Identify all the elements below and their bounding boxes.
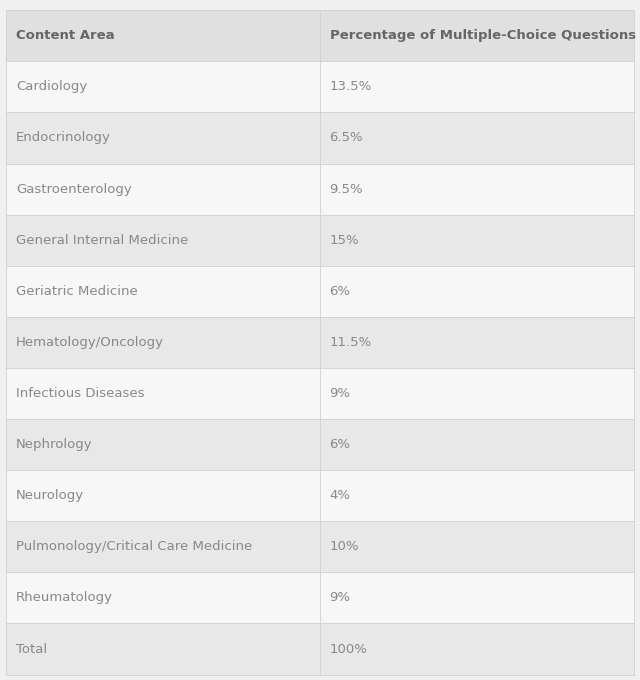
Bar xyxy=(6,624,634,675)
Text: Endocrinology: Endocrinology xyxy=(16,131,111,144)
Text: 4%: 4% xyxy=(330,489,351,503)
Bar xyxy=(6,317,634,368)
Text: Gastroenterology: Gastroenterology xyxy=(16,182,132,196)
Bar xyxy=(6,163,634,215)
Bar xyxy=(6,522,634,573)
Text: Infectious Diseases: Infectious Diseases xyxy=(16,387,145,400)
Text: 9%: 9% xyxy=(330,387,351,400)
Text: Nephrology: Nephrology xyxy=(16,438,93,451)
Text: 9.5%: 9.5% xyxy=(330,182,364,196)
Text: Geriatric Medicine: Geriatric Medicine xyxy=(16,285,138,298)
Text: 15%: 15% xyxy=(330,234,359,247)
Text: 11.5%: 11.5% xyxy=(330,336,372,349)
Text: Neurology: Neurology xyxy=(16,489,84,503)
Bar xyxy=(6,215,634,266)
Text: Hematology/Oncology: Hematology/Oncology xyxy=(16,336,164,349)
Bar xyxy=(6,112,634,163)
Text: Pulmonology/Critical Care Medicine: Pulmonology/Critical Care Medicine xyxy=(16,541,252,554)
Bar xyxy=(6,573,634,624)
Text: Percentage of Multiple-Choice Questions: Percentage of Multiple-Choice Questions xyxy=(330,29,636,42)
Text: 6.5%: 6.5% xyxy=(330,131,364,144)
Bar xyxy=(6,61,634,112)
Text: 6%: 6% xyxy=(330,438,351,451)
Text: 13.5%: 13.5% xyxy=(330,80,372,93)
Text: 9%: 9% xyxy=(330,592,351,605)
Bar xyxy=(6,10,634,61)
Bar xyxy=(6,419,634,470)
Text: 6%: 6% xyxy=(330,285,351,298)
Text: Cardiology: Cardiology xyxy=(16,80,87,93)
Text: Rheumatology: Rheumatology xyxy=(16,592,113,605)
Text: Total: Total xyxy=(16,643,47,656)
Text: 10%: 10% xyxy=(330,541,359,554)
Text: 100%: 100% xyxy=(330,643,367,656)
Bar xyxy=(6,470,634,522)
Bar xyxy=(6,266,634,317)
Bar xyxy=(6,368,634,419)
Text: Content Area: Content Area xyxy=(16,29,115,42)
Text: General Internal Medicine: General Internal Medicine xyxy=(16,234,188,247)
